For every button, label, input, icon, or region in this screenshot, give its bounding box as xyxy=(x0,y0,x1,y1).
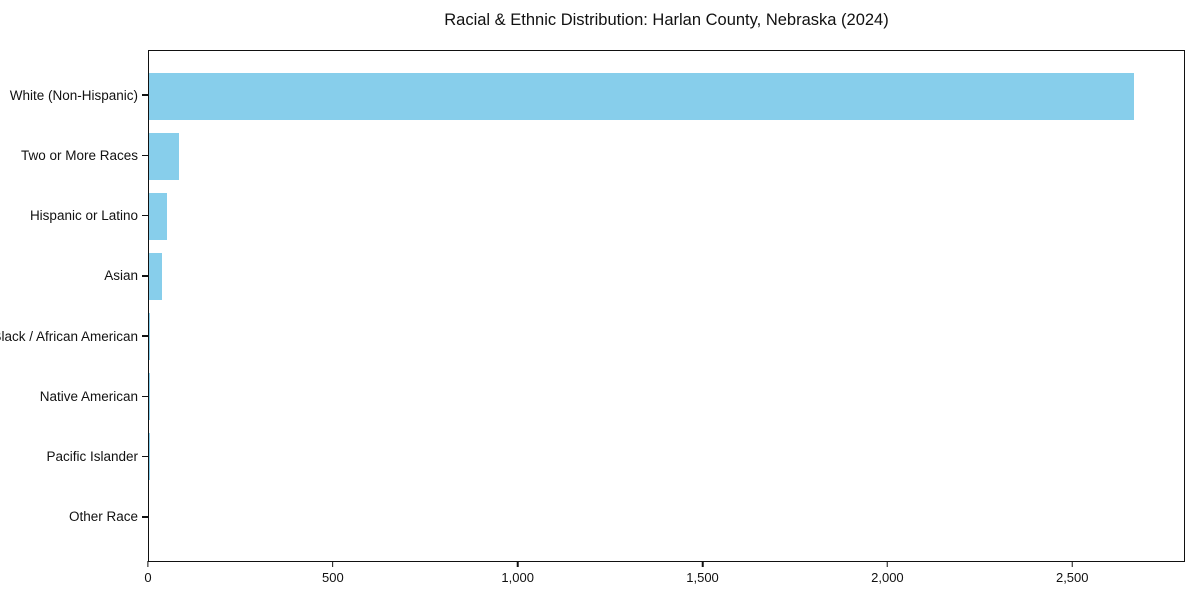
y-axis-label-row: Pacific Islander xyxy=(0,427,148,487)
x-tick: 1,500 xyxy=(686,561,719,585)
chart-title: Racial & Ethnic Distribution: Harlan Cou… xyxy=(444,11,889,29)
x-tick-mark xyxy=(516,561,519,567)
y-tick-mark xyxy=(142,275,148,277)
category-label: White (Non-Hispanic) xyxy=(9,87,138,103)
bar xyxy=(149,312,151,360)
x-tick: 500 xyxy=(322,561,344,585)
bar xyxy=(149,372,150,420)
y-tick-mark xyxy=(142,516,148,518)
y-tick-mark xyxy=(142,395,148,398)
y-axis-label-column: White (Non-Hispanic) Two or More Races H… xyxy=(0,50,148,562)
y-tick-mark xyxy=(142,154,148,157)
y-tick-mark xyxy=(142,214,148,217)
x-tick-label: 1,500 xyxy=(686,570,719,585)
bar-row xyxy=(149,126,1184,186)
y-tick-mark xyxy=(142,94,148,96)
y-axis-label-row: White (Non-Hispanic) xyxy=(0,65,148,125)
bar-row xyxy=(149,306,1184,366)
plot-area xyxy=(148,50,1185,562)
x-tick-mark xyxy=(701,561,704,567)
y-axis-label-row: Hispanic or Latino xyxy=(0,186,148,246)
bar-row xyxy=(149,246,1184,306)
y-tick-mark xyxy=(142,335,148,337)
y-axis-label-row: Black / African American xyxy=(0,306,148,366)
bar-row xyxy=(149,426,1184,486)
y-tick-mark xyxy=(142,455,148,458)
x-tick-label: 500 xyxy=(321,570,344,585)
x-tick: 2,000 xyxy=(871,561,904,585)
category-label: Black / African American xyxy=(0,328,138,344)
x-axis: 0 500 1,000 1,500 2,000 2,500 xyxy=(144,561,1185,593)
category-label: Other Race xyxy=(68,509,138,525)
x-tick-mark xyxy=(886,561,889,567)
x-tick-mark xyxy=(332,561,334,567)
bar xyxy=(149,132,179,180)
x-tick-mark xyxy=(1071,561,1073,567)
category-label: Native American xyxy=(39,388,138,404)
bar-row xyxy=(149,486,1184,546)
category-label: Asian xyxy=(104,268,138,284)
x-tick-label: 0 xyxy=(144,570,152,585)
y-axis-label-row: Asian xyxy=(0,246,148,306)
x-tick: 0 xyxy=(144,561,152,585)
bar xyxy=(149,72,1135,120)
category-label: Two or More Races xyxy=(20,147,138,163)
x-tick-mark xyxy=(147,561,149,567)
bar xyxy=(149,192,168,240)
y-axis-label-row: Two or More Races xyxy=(0,125,148,185)
x-tick-label: 2,500 xyxy=(1055,570,1089,585)
bar-row xyxy=(149,66,1184,126)
y-axis-label-row: Native American xyxy=(0,366,148,426)
category-label: Pacific Islander xyxy=(46,449,138,465)
bar xyxy=(149,252,163,300)
bar-row xyxy=(149,186,1184,246)
y-axis-label-row: Other Race xyxy=(0,487,148,547)
category-label: Hispanic or Latino xyxy=(29,208,138,224)
bar-row xyxy=(149,366,1184,426)
x-tick: 2,500 xyxy=(1056,561,1089,585)
x-tick-label: 1,000 xyxy=(501,570,534,585)
x-tick: 1,000 xyxy=(501,561,534,585)
x-tick-label: 2,000 xyxy=(871,570,904,585)
